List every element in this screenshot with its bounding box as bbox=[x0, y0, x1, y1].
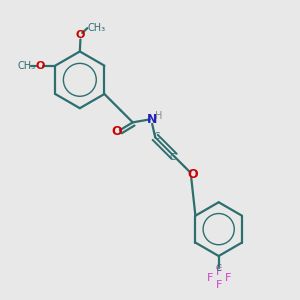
Text: C: C bbox=[169, 153, 176, 162]
Text: N: N bbox=[147, 113, 158, 126]
Text: F: F bbox=[224, 273, 231, 284]
Text: O: O bbox=[35, 61, 44, 70]
Text: C: C bbox=[216, 264, 222, 273]
Text: C: C bbox=[154, 132, 160, 141]
Text: F: F bbox=[215, 267, 222, 278]
Text: CH₃: CH₃ bbox=[18, 61, 36, 70]
Text: O: O bbox=[188, 168, 198, 182]
Text: F: F bbox=[215, 280, 222, 290]
Text: F: F bbox=[206, 273, 213, 284]
Text: H: H bbox=[155, 111, 162, 121]
Text: O: O bbox=[111, 125, 122, 138]
Text: O: O bbox=[75, 30, 85, 40]
Text: CH₃: CH₃ bbox=[87, 23, 105, 33]
